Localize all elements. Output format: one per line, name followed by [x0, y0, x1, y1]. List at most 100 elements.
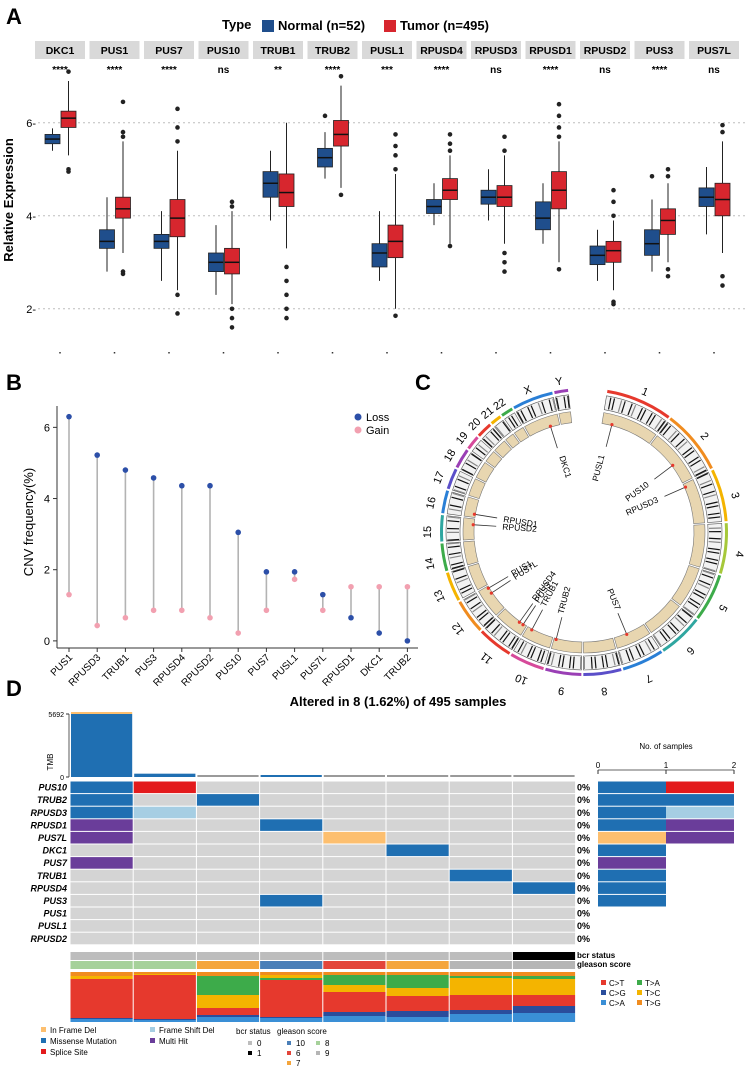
box	[60, 110, 77, 128]
facet-label: PUS3	[646, 45, 674, 57]
gene-leader-line	[488, 576, 509, 589]
titv-segment	[386, 975, 449, 988]
outlier-point	[66, 69, 71, 74]
cytoband	[475, 447, 486, 456]
cytoband	[527, 406, 534, 419]
cytoband	[670, 433, 680, 443]
mutation-cell	[386, 894, 449, 907]
inner-track-segment	[558, 411, 573, 425]
side-count-bar	[598, 819, 666, 831]
gene-marker	[530, 628, 534, 632]
facet-label: PUSL1	[370, 45, 404, 57]
titv-legend-swatch	[601, 980, 606, 985]
mutation-cell	[133, 857, 196, 869]
mutation-cell	[196, 907, 260, 920]
cytoband	[470, 601, 481, 610]
mutation-cell	[133, 894, 196, 907]
chromosome-ideogram	[463, 592, 495, 628]
cytoband	[681, 609, 692, 618]
inner-track-segment	[463, 496, 480, 518]
loss-point	[207, 482, 213, 489]
bcr-legend-label: 1	[257, 1049, 262, 1058]
x-tick-label: PUS10	[214, 652, 244, 682]
mutation-cell	[323, 894, 386, 907]
titv-segment	[386, 1017, 449, 1022]
facet-label: RPUSD3	[475, 45, 518, 57]
bcr-status-cell	[133, 952, 196, 960]
x-tick	[440, 352, 443, 354]
gene-leader-line	[664, 487, 685, 497]
legend-title: Type	[222, 17, 251, 32]
cytoband	[454, 485, 467, 491]
cytoband	[708, 540, 721, 544]
x-tick	[658, 352, 661, 354]
inner-track-segment	[671, 565, 700, 606]
significance-label: ns	[708, 65, 720, 76]
mutation-cell	[323, 844, 386, 857]
gain-point	[348, 583, 354, 590]
mutation-cell	[512, 806, 576, 819]
cytoband	[701, 573, 714, 579]
mutation-cell	[512, 869, 576, 882]
loss-point	[404, 638, 411, 644]
cytoband	[540, 650, 546, 663]
cytoband	[526, 645, 534, 658]
mutation-cell	[260, 932, 323, 945]
mutation-cell	[386, 806, 449, 819]
cytoband	[667, 430, 677, 441]
mutation-cell	[512, 907, 576, 920]
cytoband	[638, 644, 645, 656]
x-tick	[59, 352, 61, 354]
significance-label: ****	[161, 65, 177, 76]
cytoband	[517, 641, 525, 653]
titv-legend-label: C>T	[609, 979, 624, 988]
cytoband	[536, 649, 543, 662]
panel-label-a: A	[6, 4, 22, 29]
panel-label-d: D	[6, 676, 22, 701]
titv-segment	[70, 979, 133, 1018]
cytoband	[485, 436, 495, 446]
percent-label: 0%	[577, 896, 590, 906]
chromosome-color-arc	[480, 630, 511, 655]
gene-leader-line	[475, 514, 498, 519]
cytoband	[502, 421, 511, 432]
chromosome-label: 14	[423, 557, 437, 571]
y-tick-label: 4	[44, 494, 50, 506]
facet-strip	[689, 41, 739, 59]
gene-marker	[472, 512, 477, 516]
significance-label: ****	[434, 65, 450, 76]
loss-point	[179, 482, 185, 489]
gleason-score-cell	[512, 961, 576, 969]
gain-point	[94, 622, 100, 629]
gene-label: RPUSD2	[502, 522, 537, 534]
mutation-cell	[323, 794, 386, 806]
gene-row-label: PUS10	[38, 783, 67, 793]
mutation-cell	[449, 819, 512, 831]
inner-track-segment	[583, 637, 617, 654]
significance-label: ns	[599, 65, 611, 76]
mutation-cell	[133, 932, 196, 945]
gleason-legend-swatch	[287, 1051, 291, 1055]
cytoband	[707, 512, 720, 516]
gene-marker	[610, 422, 614, 427]
gene-leader-line	[523, 605, 536, 625]
x-tick-label: TRUB1	[101, 652, 132, 683]
gene-label: DKC1	[557, 454, 573, 479]
titv-segment	[133, 975, 196, 1019]
chromosome-label: 4	[733, 550, 746, 557]
cytoband	[639, 409, 647, 421]
gene-marker	[517, 620, 521, 624]
gleason-score-cell	[323, 961, 386, 969]
chromosome-label: 13	[432, 588, 448, 604]
chromosome-label: 6	[684, 644, 697, 657]
mutation-cell	[449, 932, 512, 945]
cytoband	[687, 600, 699, 609]
loss-point	[122, 467, 129, 473]
cytoband	[682, 447, 693, 456]
cytoband	[688, 456, 699, 464]
percent-label: 0%	[577, 921, 590, 931]
mutation-cell	[260, 781, 323, 794]
cytoband	[492, 428, 502, 439]
cytoband	[458, 475, 471, 482]
mutation-cell	[196, 894, 260, 907]
